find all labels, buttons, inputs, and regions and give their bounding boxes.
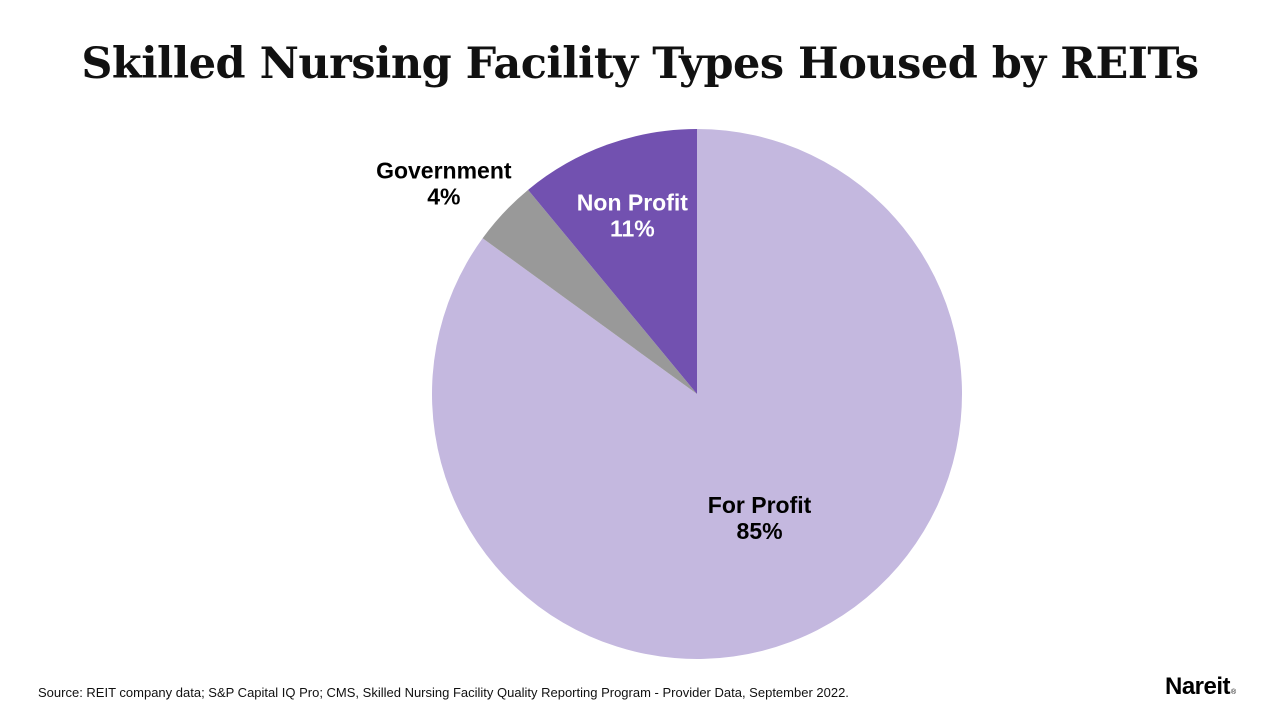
slice-value-non-profit: 11%: [610, 215, 655, 241]
slice-name-non-profit: Non Profit: [577, 189, 688, 215]
chart-title: Skilled Nursing Facility Types Housed by…: [81, 39, 1199, 89]
registered-mark: ®: [1231, 689, 1236, 696]
slice-for-profit: [432, 129, 963, 659]
slice-label-non-profit: Non Profit 11%: [577, 189, 688, 241]
slice-name-for-profit: For Profit: [708, 492, 812, 518]
slice-label-for-profit: For Profit 85%: [708, 492, 812, 544]
slice-value-for-profit: 85%: [737, 518, 783, 544]
slice-value-government: 4%: [427, 184, 460, 210]
pie-labels: For Profit 85% Government 4% Non Profit 11%: [376, 158, 812, 544]
logo-text: Nareit: [1165, 673, 1231, 700]
source-note: Source: REIT company data; S&P Capital I…: [38, 685, 849, 700]
nareit-logo: Nareit®: [1165, 673, 1236, 701]
slice-government: [482, 189, 697, 394]
slice-name-government: Government: [376, 158, 512, 184]
slice-non-profit: [528, 129, 697, 394]
slice-label-government: Government 4%: [376, 158, 512, 210]
pie-slices: [432, 129, 963, 659]
